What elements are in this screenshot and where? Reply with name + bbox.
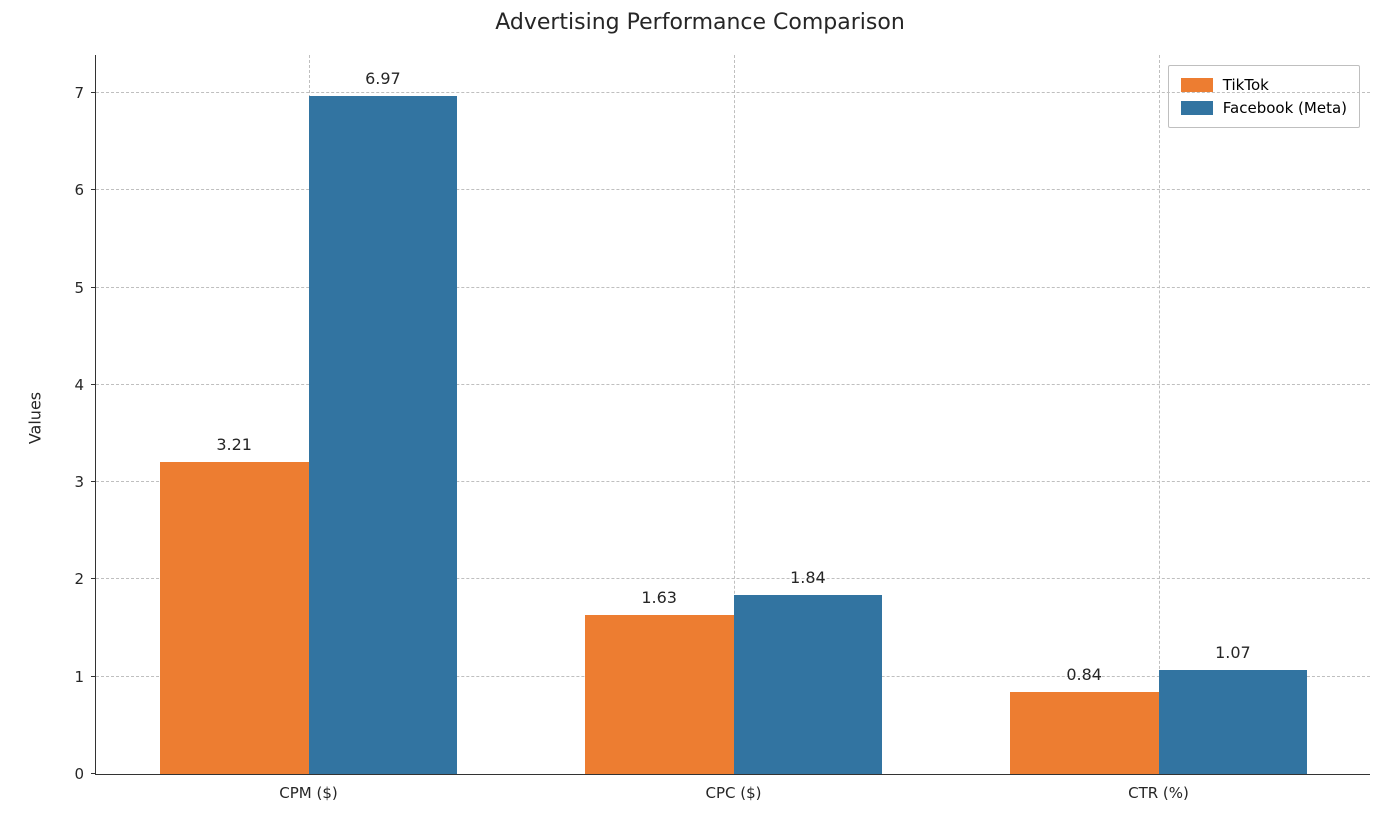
bar [1010,692,1159,774]
legend-label: Facebook (Meta) [1223,97,1347,120]
legend-swatch [1181,78,1213,92]
legend-item: TikTok [1181,74,1347,97]
xtick-label: CPM ($) [279,774,337,802]
bar-value-label: 1.63 [641,588,677,611]
legend-label: TikTok [1223,74,1269,97]
ytick-label: 4 [74,376,96,394]
bar [160,462,309,774]
ytick-label: 2 [74,570,96,588]
chart-container: Advertising Performance Comparison Value… [0,0,1400,835]
bar-value-label: 1.07 [1215,643,1251,666]
ytick-label: 0 [74,765,96,783]
bar [309,96,458,774]
legend-swatch [1181,101,1213,115]
xtick-label: CPC ($) [705,774,761,802]
bar [734,595,883,774]
y-axis-label: Values [26,391,45,443]
ytick-label: 7 [74,84,96,102]
gridline-vertical [1159,55,1160,774]
ytick-label: 5 [74,279,96,297]
bar [1159,670,1308,774]
bar-value-label: 0.84 [1066,665,1102,688]
plot-area: TikTokFacebook (Meta) 01234567CPM ($)CPC… [95,55,1370,775]
ytick-label: 6 [74,181,96,199]
chart-title: Advertising Performance Comparison [0,10,1400,35]
legend-item: Facebook (Meta) [1181,97,1347,120]
bar-value-label: 1.84 [790,568,826,591]
xtick-label: CTR (%) [1128,774,1189,802]
legend: TikTokFacebook (Meta) [1168,65,1360,128]
bar-value-label: 3.21 [216,435,252,458]
bar-value-label: 6.97 [365,69,401,92]
bar [585,615,734,774]
ytick-label: 3 [74,473,96,491]
ytick-label: 1 [74,668,96,686]
